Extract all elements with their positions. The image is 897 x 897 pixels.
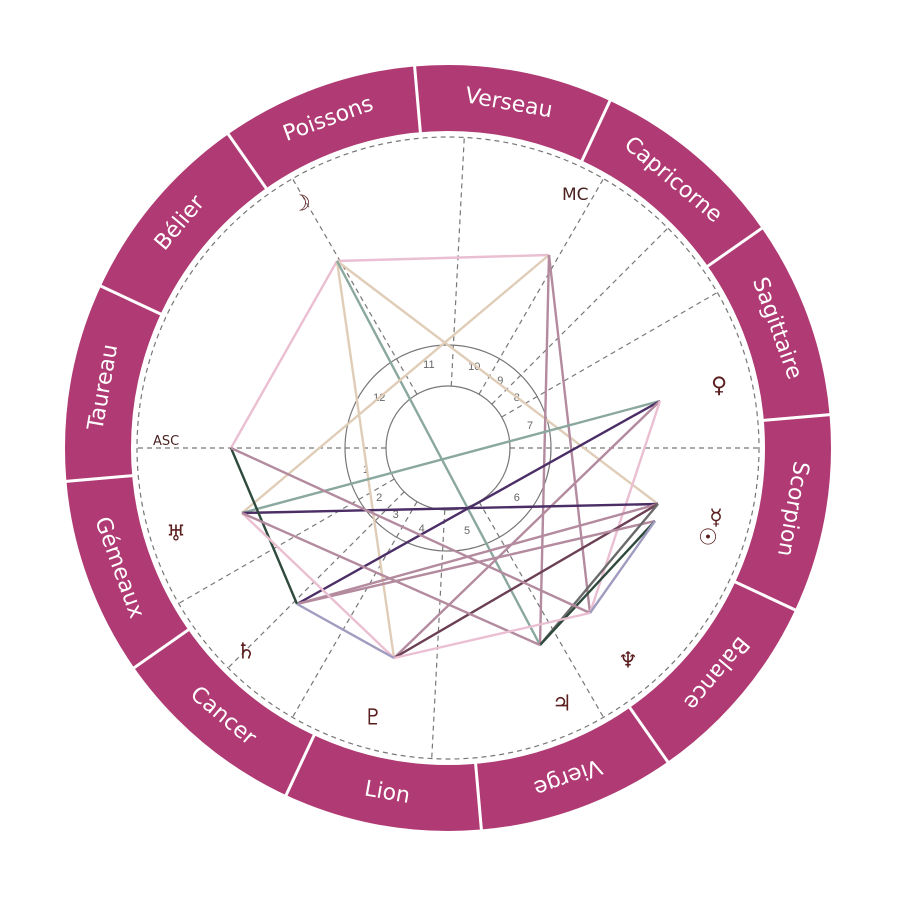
neptune-icon: ♆ [618,649,638,674]
aspect-line [296,399,661,606]
aspect-line [538,254,551,646]
zodiac-ring: VerseauCapricorneSagittaireScorpionBalan… [64,64,832,832]
house-number: 9 [497,375,503,387]
sun-icon: ☉ [698,526,718,551]
house-number: 10 [468,361,480,373]
house-cusp-line [478,501,605,718]
house-number: 5 [464,525,470,537]
mc-label: MC [562,185,589,205]
aspect-line [335,260,542,646]
sign-separator [225,131,269,191]
house-number: 7 [527,420,533,432]
aspect-line [241,502,659,515]
pluto-icon: ♇ [363,706,383,731]
house-number: 6 [514,492,520,504]
sign-separator [705,225,765,269]
sign-separator [412,64,423,135]
house-circle [136,136,760,760]
house-cusp-line [478,178,605,395]
aspect-line [229,447,299,605]
sign-separator [761,412,832,423]
mercury-icon: ☿ [709,506,723,531]
jupiter-icon: ♃ [552,692,572,717]
aspect-line [296,519,656,606]
aspect-lines [229,253,662,660]
inner-circle [385,385,511,511]
aspect-line [539,503,659,646]
house-cusp-line [491,227,669,405]
house-number: 4 [419,523,425,535]
asc-label: ASC [153,434,179,449]
aspect-line [547,254,592,614]
house-cusp-line [178,478,395,605]
aspect-line [335,260,396,659]
sign-separator [473,761,484,832]
aspect-line [296,502,659,606]
house-cusp-line [501,291,718,418]
house-cusp-line [227,491,405,669]
aspect-line [393,611,591,660]
aspect-line [241,254,550,514]
aspect-line [589,520,656,614]
house-lines: 123456789101112 [136,136,760,760]
aspect-line [229,260,339,449]
house-number: 2 [376,492,382,504]
zodiac-band [65,65,831,831]
aspect-line [336,253,550,263]
aspect-line [296,602,395,660]
aspect-line [393,400,661,659]
aspect-line [336,260,659,505]
sign-separator [64,473,135,484]
sign-separator [131,627,191,671]
sign-separator [627,705,671,765]
saturn-icon: ♄ [236,640,256,665]
sign-separator [579,98,613,164]
house-number: 11 [423,359,434,371]
sign-separator [732,579,798,613]
aspect-line [241,512,395,659]
planet-glyphs: ☽ ♀ ☿☉ ♆ ♃ ♇ ♄ ♅ [166,192,727,731]
house-cusp-line [431,509,446,759]
moon-icon: ☽ [291,192,311,217]
aspect-line [539,520,656,646]
uranus-icon: ♅ [166,522,186,547]
labels: ASC MC [153,185,589,449]
aspect-line [241,511,541,647]
house-cusp-line [450,137,465,387]
house-cusp-line [291,178,418,395]
house-number: 3 [393,509,399,521]
house-cusp-line [291,501,418,718]
sign-separator [283,732,317,798]
sign-separator [98,283,164,317]
venus-icon: ♀ [711,374,727,399]
aspect-line [241,399,661,515]
aspect-line [230,446,591,615]
